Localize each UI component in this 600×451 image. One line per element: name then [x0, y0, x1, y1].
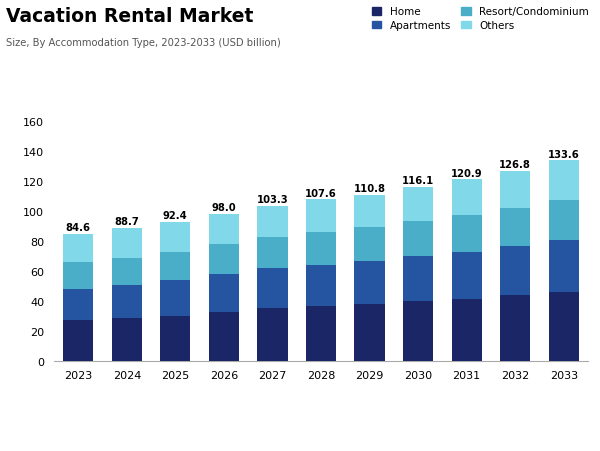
Bar [500, 171, 530, 209]
Bar [355, 262, 385, 304]
Text: 98.0: 98.0 [212, 202, 236, 212]
Text: At the CAGR of: At the CAGR of [9, 422, 82, 433]
Bar [500, 209, 530, 246]
Bar [160, 281, 190, 316]
Bar [355, 304, 385, 361]
Bar [500, 246, 530, 296]
Bar [63, 289, 94, 321]
Bar [452, 180, 482, 216]
Text: The Market will Grow: The Market will Grow [9, 395, 112, 405]
Text: Size, By Accommodation Type, 2023-2033 (USD billion): Size, By Accommodation Type, 2023-2033 (… [6, 38, 281, 48]
Bar [548, 201, 579, 240]
Bar [355, 195, 385, 228]
Bar [112, 285, 142, 318]
Bar [452, 299, 482, 361]
Bar [403, 302, 433, 361]
Bar [112, 318, 142, 361]
Text: 103.3: 103.3 [257, 195, 288, 205]
Bar [355, 228, 385, 262]
Bar [452, 216, 482, 253]
Bar [306, 265, 336, 306]
Bar [548, 161, 579, 201]
Text: 133.6: 133.6 [548, 149, 580, 159]
Bar [112, 258, 142, 285]
Text: $133.6B: $133.6B [281, 400, 391, 423]
Text: 88.7: 88.7 [115, 216, 139, 226]
Text: size for 2033 in USD: size for 2033 in USD [192, 422, 291, 433]
Text: 110.8: 110.8 [353, 184, 386, 193]
Bar [209, 312, 239, 361]
Bar [306, 233, 336, 265]
Text: 92.4: 92.4 [163, 211, 188, 221]
Bar [209, 274, 239, 312]
Bar [63, 321, 94, 361]
Text: MarketResearch: MarketResearch [456, 393, 563, 406]
Bar [452, 253, 482, 299]
Bar [160, 316, 190, 361]
Text: WIDE RANGE OF GLOBAL MARKET REPORTS: WIDE RANGE OF GLOBAL MARKET REPORTS [457, 426, 593, 432]
Bar [63, 235, 94, 263]
Text: 116.1: 116.1 [402, 175, 434, 185]
Text: 126.8: 126.8 [499, 160, 531, 170]
Text: 120.9: 120.9 [451, 168, 482, 178]
Bar [403, 222, 433, 257]
Bar [257, 238, 287, 269]
Text: ✓: ✓ [420, 397, 445, 426]
Bar [209, 244, 239, 274]
Bar [209, 214, 239, 244]
Bar [160, 223, 190, 253]
Bar [257, 207, 287, 238]
Bar [403, 187, 433, 222]
Text: 84.6: 84.6 [66, 223, 91, 233]
Text: Vacation Rental Market: Vacation Rental Market [6, 7, 253, 26]
Legend: Home, Apartments, Resort/Condominium, Others: Home, Apartments, Resort/Condominium, Ot… [372, 8, 589, 31]
Bar [548, 240, 579, 292]
Bar [63, 263, 94, 289]
Text: 107.6: 107.6 [305, 188, 337, 198]
Bar [403, 257, 433, 302]
Text: 4.8%: 4.8% [88, 400, 152, 423]
Bar [160, 253, 190, 281]
Bar [548, 292, 579, 361]
Bar [500, 296, 530, 361]
Bar [306, 306, 336, 361]
Text: The forecasted market: The forecasted market [192, 395, 302, 405]
Bar [306, 200, 336, 233]
Bar [112, 228, 142, 258]
Bar [257, 308, 287, 361]
Bar [257, 269, 287, 308]
